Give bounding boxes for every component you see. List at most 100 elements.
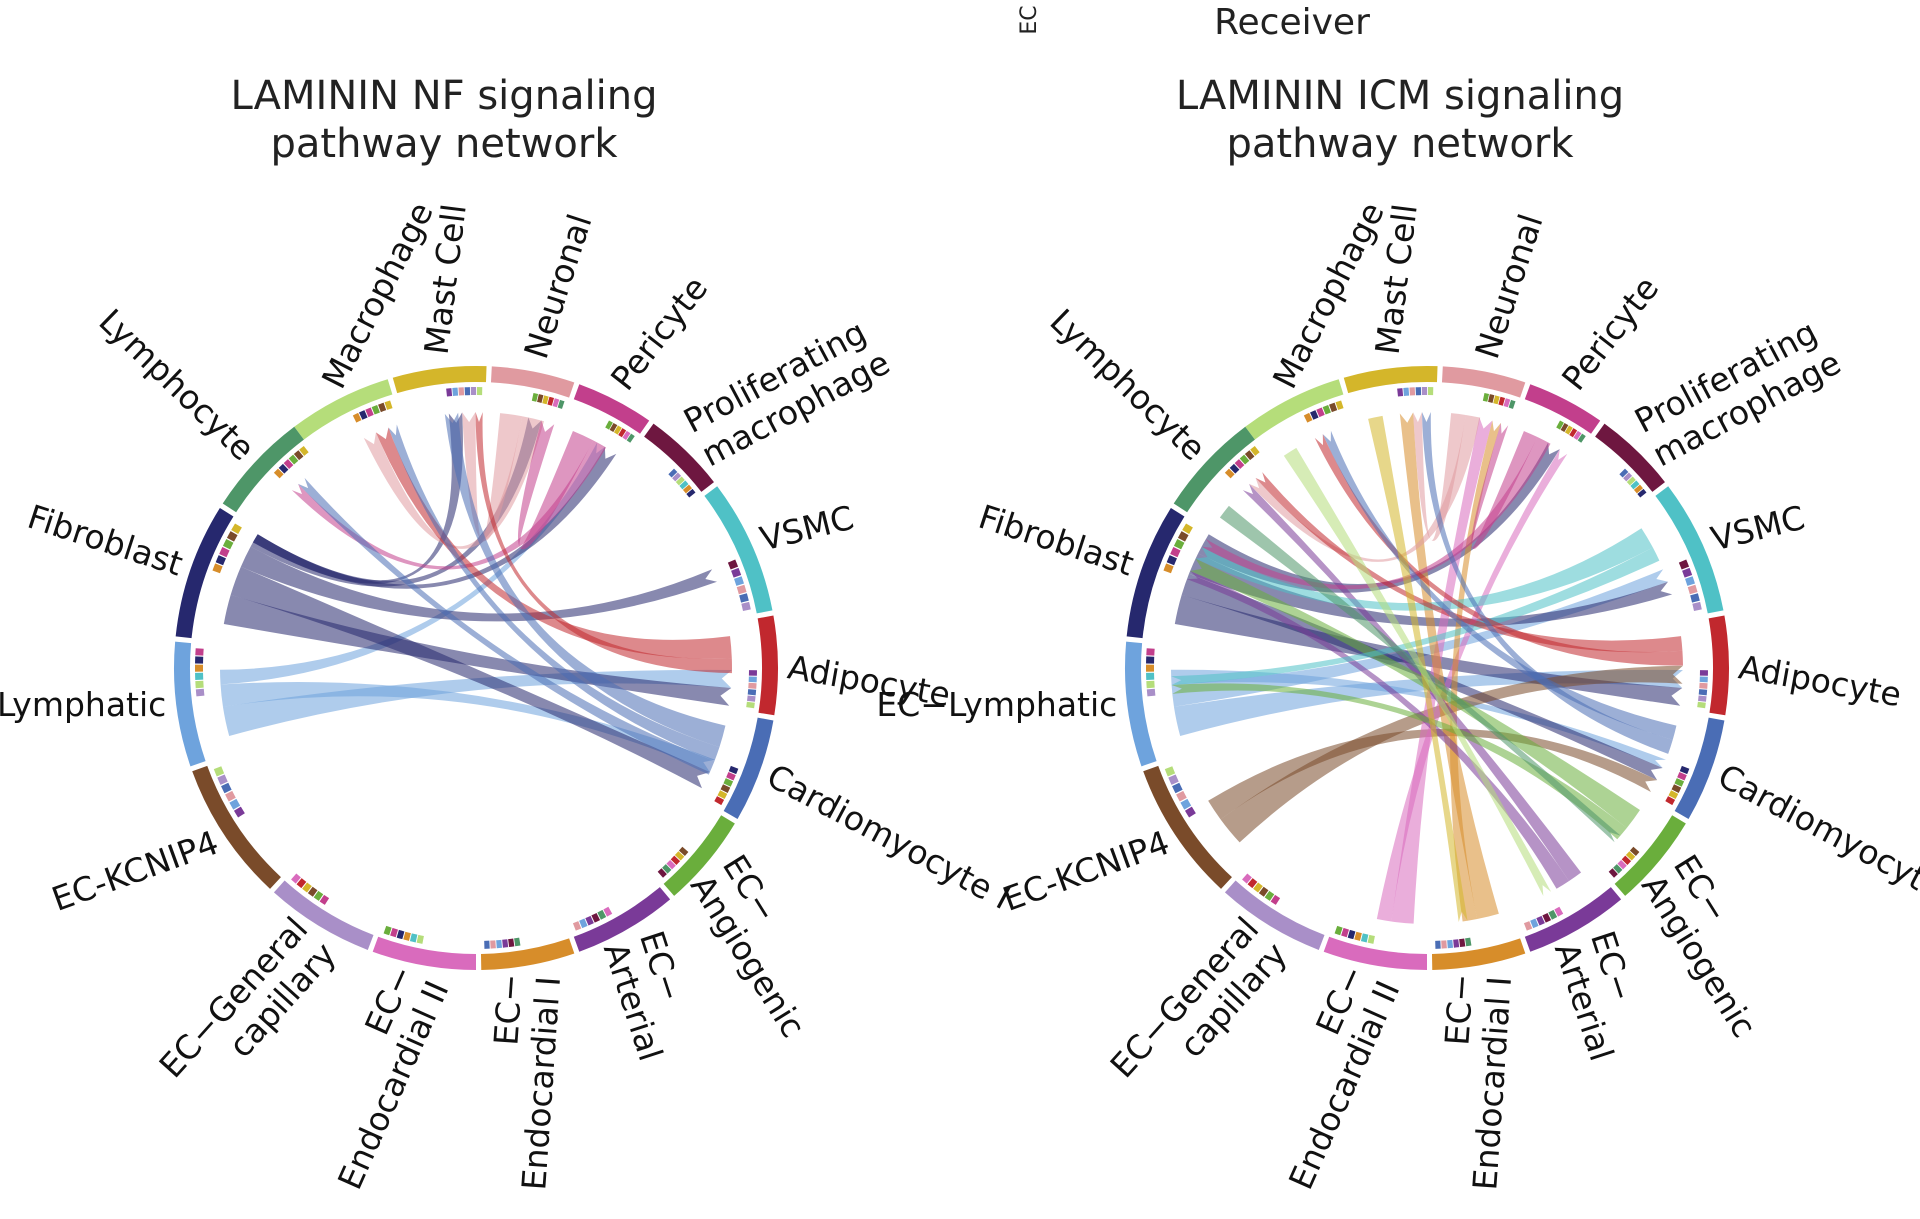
receiver-stripe (618, 428, 627, 438)
chord-link-ec-angiogenic-to-fibroblast (1190, 558, 1640, 829)
receiver-stripe (1146, 664, 1155, 672)
segment-arc-ec-arterial (573, 887, 671, 952)
receiver-stripe (1224, 468, 1235, 479)
segment-arc-lymphocyte (222, 426, 304, 513)
receiver-stripe (572, 921, 582, 931)
receiver-stripe (1698, 689, 1708, 696)
receiver-stripe (682, 484, 693, 494)
receiver-stripe (1176, 790, 1187, 802)
segment-label-ec-kcnip4: EC-KCNIP4 (46, 822, 223, 918)
receiver-stripe (1637, 488, 1647, 498)
segment-arc-fibroblast (1126, 507, 1185, 639)
segment-arc-proliferating-macrophage (644, 423, 714, 492)
segment-label-vsmc: VSMC (1707, 497, 1809, 558)
receiver-stripe (1360, 933, 1369, 943)
receiver-stripe (508, 938, 515, 948)
chord-links (1171, 412, 1683, 924)
segment-label-proliferating-macrophage: Proliferatingmacrophage (1628, 309, 1847, 474)
receiver-stripe (726, 772, 736, 781)
segment-arc-pericyte (573, 384, 650, 434)
receiver-stripe (1184, 806, 1196, 818)
receiver-stripe (1698, 695, 1707, 702)
chord-link-vsmc-to-fibroblast (1195, 528, 1653, 611)
receiver-stripe (1682, 567, 1693, 578)
receiver-stripe (622, 430, 631, 440)
receiver-stripe (1146, 672, 1155, 680)
segment-arc-ec-arterial (1524, 887, 1622, 952)
chord-link-ec-arterial-to-lymphocyte (1242, 483, 1582, 881)
segment-label-line: EC− (486, 973, 530, 1047)
chord-link-cardiomyocyte-i-to-mast-cell (444, 412, 726, 748)
receiver-stripe (226, 531, 238, 542)
receiver-stripe (1310, 410, 1319, 420)
receiver-stripe (221, 782, 232, 794)
receiver-stripe (542, 395, 549, 405)
segment-label-ec-general-capillary: EC−Generalcapillary (1102, 909, 1294, 1110)
receiver-stripe (1242, 873, 1252, 884)
receiver-stripe (591, 912, 601, 923)
receiver-stripe (666, 859, 676, 870)
segment-arc-ec-kcnip4 (192, 765, 281, 889)
receiver-stripe (217, 774, 228, 785)
segment-arc-adipocyte (757, 615, 778, 716)
receiver-stripe (1677, 772, 1687, 781)
chord-link-ec-endocardial-ii-to-pericyte (1376, 449, 1568, 922)
receiver-stripe (229, 798, 241, 810)
segment-arc-ec-endocardial-i (1431, 938, 1526, 970)
receiver-stripe (1367, 934, 1375, 944)
receiver-stripe (1146, 680, 1155, 689)
receiver-stripe (597, 909, 607, 920)
receiver-stripe (747, 695, 756, 702)
receiver-stripe (1630, 480, 1640, 490)
receiver-stripe (514, 937, 521, 947)
receiver-stripe (1564, 425, 1573, 435)
receiver-stripe (1441, 940, 1447, 949)
receiver-stripe (679, 480, 689, 490)
receiver-stripe (1172, 782, 1183, 794)
chord-links (220, 412, 732, 789)
receiver-stripe (1699, 682, 1708, 689)
receiver-stripe (219, 547, 230, 558)
receiver-stripe (1665, 796, 1676, 806)
chord-link-ec-kcnip4-to-cardiomyocyte-i (1208, 728, 1658, 820)
segment-label-ec-general-capillary: EC−Generalcapillary (151, 909, 343, 1110)
receiver-stripe (1146, 656, 1155, 664)
segment-label-line: Fibroblast (974, 496, 1138, 583)
receiver-stripe (1247, 878, 1258, 889)
segment-arc-ec-endocardial-ii (372, 936, 476, 970)
segment-label-cardiomyocyte-i: Cardiomyocyte I (1712, 756, 1920, 917)
receiver-stripe (748, 670, 757, 676)
segment-label-pericyte: Pericyte (1554, 269, 1666, 398)
receiver-stripe (1270, 894, 1281, 905)
receiver-stripe (537, 394, 544, 403)
receiver-stripe (1146, 648, 1155, 656)
receiver-stripe (195, 656, 204, 664)
receiver-stripe (302, 882, 312, 893)
receiver-stripe (1229, 463, 1240, 474)
receiver-stripe (717, 790, 728, 800)
receiver-stripe (672, 472, 682, 482)
receiver-stripe (1329, 402, 1338, 413)
chord-link-cardiomyocyte-i-to-mast-cell (1421, 412, 1673, 754)
segment-label-proliferating-macrophage: Proliferatingmacrophage (677, 309, 896, 474)
receiver-stripe (1173, 539, 1185, 550)
receiver-stripe (1629, 846, 1640, 856)
receiver-stripe (319, 894, 330, 905)
receiver-stripe (531, 392, 539, 402)
receiver-stripe (1560, 422, 1569, 433)
segment-arc-vsmc (704, 486, 773, 614)
receiver-stripe (748, 676, 757, 683)
segment-label-line: VSMC (756, 497, 858, 558)
receiver-stripe (686, 488, 696, 498)
receiver-stripe (1168, 774, 1179, 785)
segment-arc-mast-cell (392, 366, 487, 394)
receiver-stripe (1163, 563, 1174, 574)
chord-link-fibroblast-to-cardiomyocyte-i (230, 566, 710, 789)
receiver-stripe (390, 927, 399, 938)
receiver-stripe (1303, 412, 1313, 423)
receiver-stripe (1613, 864, 1623, 874)
segment-arc-ec-angiogenic (663, 815, 735, 896)
segment-arc-vsmc (1655, 486, 1724, 614)
receiver-stripe (547, 396, 555, 406)
